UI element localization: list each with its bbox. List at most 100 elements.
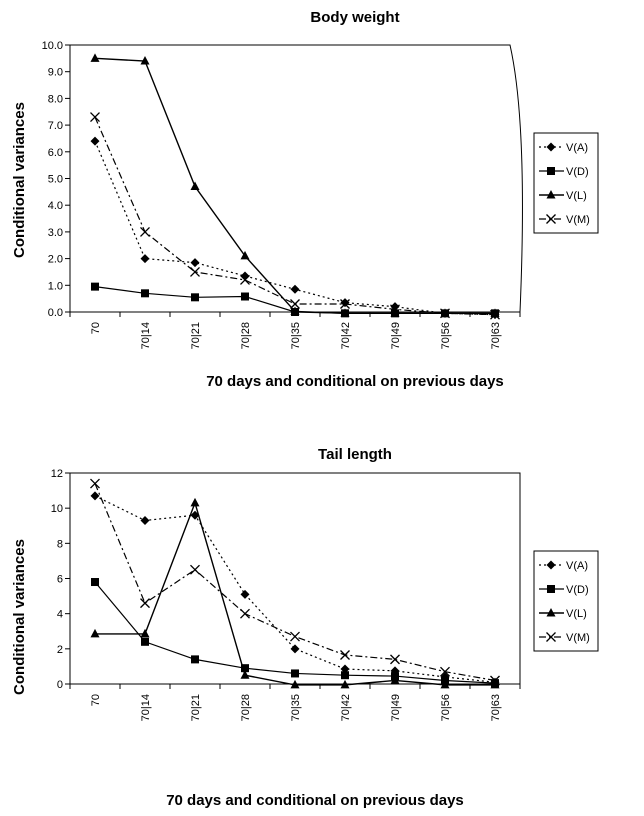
x-tick-label: 70|63: [490, 694, 502, 721]
series-line: [94, 57, 495, 315]
x-tick-label: 70|14: [140, 694, 152, 721]
legend-label: V(A): [566, 560, 588, 572]
data-point: [90, 136, 100, 146]
x-tick-label: 70|42: [340, 694, 352, 721]
data-point: [190, 266, 200, 277]
y-tick-label: 8: [57, 538, 63, 550]
y-tick-label: 1.0: [48, 280, 63, 292]
data-point: [190, 258, 200, 268]
data-point: [90, 628, 100, 638]
data-point: [490, 309, 500, 320]
legend-marker: [547, 585, 555, 593]
series-line: [94, 581, 496, 684]
chart-title: Tail length: [318, 446, 392, 463]
legend-label: V(M): [566, 632, 590, 644]
data-point: [290, 679, 300, 689]
data-point: [141, 637, 149, 646]
y-tick-label: 10: [51, 503, 63, 515]
data-point: [390, 675, 400, 684]
series-va: [90, 136, 500, 320]
series-line: [94, 495, 496, 683]
y-tick-label: 2: [57, 644, 63, 656]
series-vd: [91, 578, 499, 688]
data-point: [340, 679, 350, 689]
x-tick-label: 70|63: [490, 322, 502, 349]
series-vm: [90, 112, 500, 320]
y-tick-label: 8.0: [48, 93, 63, 105]
data-point: [90, 478, 100, 489]
data-point: [90, 53, 100, 62]
data-point: [190, 181, 200, 191]
legend-marker: [546, 142, 556, 152]
data-point: [140, 254, 150, 264]
legend-label: V(M): [566, 214, 590, 226]
x-tick-label: 70|49: [390, 694, 402, 721]
legend-box: [533, 550, 599, 652]
x-axis-label: 70 days and conditional on previous days: [166, 792, 464, 809]
data-point: [290, 644, 300, 654]
data-point: [91, 578, 99, 587]
y-tick-label: 3.0: [48, 227, 63, 239]
y-tick-label: 2.0: [48, 254, 63, 266]
y-tick-label: 4.0: [48, 200, 63, 212]
body-weight-chart: Body weight Conditional variances 70 day…: [11, 9, 599, 390]
y-tick-label: 5.0: [48, 174, 63, 186]
x-tick-label: 70|21: [190, 694, 202, 721]
data-point: [190, 564, 200, 575]
y-tick-label: 4: [57, 609, 63, 621]
x-tick-label: 70|56: [440, 322, 452, 349]
data-point: [440, 308, 450, 319]
data-point: [340, 299, 350, 309]
data-point: [190, 497, 200, 507]
x-tick-label: 70|42: [340, 322, 352, 349]
data-point: [240, 275, 250, 285]
y-tick-label: 12: [51, 468, 63, 480]
series-vl: [90, 53, 500, 317]
x-tick-label: 70|49: [390, 322, 402, 349]
legend-label: V(L): [566, 608, 587, 620]
y-tick-label: 7.0: [48, 120, 63, 132]
data-point: [240, 608, 250, 619]
x-tick-label: 70: [90, 322, 102, 334]
x-tick-label: 70|35: [290, 322, 302, 349]
y-tick-label: 0.0: [48, 307, 63, 319]
legend-label: V(L): [566, 190, 587, 202]
data-point: [291, 669, 299, 678]
x-tick-label: 70|35: [290, 694, 302, 721]
data-point: [141, 289, 149, 298]
data-point: [240, 250, 250, 260]
data-point: [390, 308, 400, 317]
data-point: [490, 308, 500, 317]
x-axis-label: 70 days and conditional on previous days: [206, 373, 504, 390]
data-point: [490, 675, 500, 686]
data-point: [191, 655, 199, 664]
data-point: [390, 654, 400, 665]
data-point: [140, 598, 150, 609]
plot-area-frame: [69, 44, 523, 313]
chart-title: Body weight: [310, 9, 399, 26]
x-tick-label: 70: [90, 694, 102, 706]
legend-marker: [546, 214, 556, 224]
legend-marker: [546, 608, 556, 617]
legend-marker: [546, 632, 556, 642]
data-point: [91, 282, 99, 291]
series-vl: [90, 497, 500, 689]
legend-marker: [546, 190, 556, 199]
data-point: [140, 515, 150, 525]
data-point: [290, 306, 300, 315]
data-point: [191, 293, 199, 302]
data-point: [241, 292, 249, 301]
legend: V(A) V(D) V(L) V(M): [533, 132, 599, 234]
data-point: [290, 284, 300, 294]
y-tick-label: 6.0: [48, 147, 63, 159]
data-point: [90, 491, 100, 501]
x-tick-label: 70|28: [240, 322, 252, 349]
data-point: [90, 112, 100, 123]
data-point: [241, 664, 249, 673]
data-point: [440, 666, 450, 677]
x-tick-label: 70|21: [190, 322, 202, 349]
y-axis-label: Conditional variances: [11, 102, 28, 258]
data-point: [140, 226, 150, 237]
data-point: [490, 679, 500, 689]
